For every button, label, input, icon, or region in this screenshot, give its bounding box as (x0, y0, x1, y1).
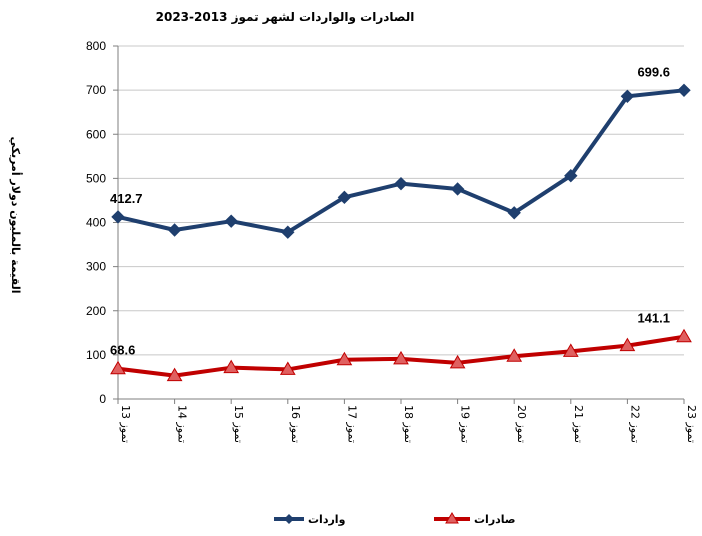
gridlines (118, 45, 684, 356)
data-label: 699.6 (637, 64, 670, 79)
x-tick-label: تموز 19 (459, 405, 472, 443)
data-point (337, 190, 352, 205)
y-tick-label: 800 (86, 39, 106, 53)
x-tick-label: تموز 17 (345, 405, 358, 443)
data-point (167, 223, 182, 237)
data-point (676, 328, 692, 343)
data-point (507, 206, 521, 220)
series-exports: 68.6 141.1 (110, 311, 692, 382)
y-tick-label: 600 (86, 127, 106, 141)
data-point (620, 89, 635, 104)
data-label: 412.7 (110, 191, 143, 206)
x-tick-label: تموز 15 (232, 405, 245, 443)
legend-item-exports: صادرات (434, 512, 516, 526)
legend-label: صادرات (474, 513, 516, 526)
y-tick-label: 100 (86, 348, 106, 362)
legend-label: واردات (308, 513, 346, 526)
data-label: 68.6 (110, 343, 135, 358)
data-point (564, 169, 578, 183)
legend-marker (284, 514, 294, 524)
series-imports: 412.7 699.6 (110, 64, 691, 239)
y-axis-label: القيمة بالمليون دولار أمريكي (9, 137, 23, 294)
data-point (224, 214, 238, 228)
data-point (450, 182, 465, 196)
y-tick-label: 200 (86, 304, 106, 318)
x-tick-labels: تموز 13 تموز 14 تموز 15 تموز 16 تموز 17 تموز … (119, 405, 698, 443)
data-point (677, 83, 691, 98)
x-tick-label: تموز 21 (572, 405, 585, 443)
data-point (506, 348, 523, 362)
legend-marker (445, 512, 459, 524)
y-tick-label: 500 (86, 171, 106, 185)
data-point (336, 351, 353, 366)
x-tick-label: تموز 20 (515, 405, 528, 443)
x-tick-label: تموز 16 (289, 405, 302, 443)
data-point (223, 359, 240, 374)
legend-item-imports: واردات (274, 513, 346, 526)
data-point (111, 210, 125, 224)
series-line (117, 88, 685, 235)
data-point (449, 354, 466, 369)
y-tick-label: 400 (86, 216, 106, 230)
y-tick-label: 0 (99, 392, 106, 406)
x-tick-label: تموز 14 (176, 405, 189, 443)
x-tick-label: تموز 23 (685, 405, 698, 443)
data-point (619, 337, 636, 352)
x-tick-label: تموز 22 (628, 405, 641, 443)
x-tick-label: تموز 13 (119, 405, 132, 443)
chart-title: الصادرات والواردات لشهر تموز 2013-2023 (156, 10, 415, 25)
data-point (110, 360, 126, 375)
data-point (166, 367, 183, 382)
data-label: 141.1 (637, 311, 670, 326)
y-tick-labels: 0 100 200 300 400 500 600 700 800 (86, 39, 106, 406)
x-tick-label: تموز 18 (402, 405, 415, 443)
data-point (394, 176, 408, 191)
y-tick-label: 700 (86, 83, 106, 97)
data-point (281, 225, 295, 239)
data-point (279, 361, 296, 375)
series-layer: 412.7 699.6 68.6 141.1 (110, 64, 692, 382)
data-point (562, 343, 579, 357)
legend: واردات صادرات (274, 512, 516, 526)
data-point (393, 350, 409, 365)
y-tick-label: 300 (86, 260, 106, 274)
